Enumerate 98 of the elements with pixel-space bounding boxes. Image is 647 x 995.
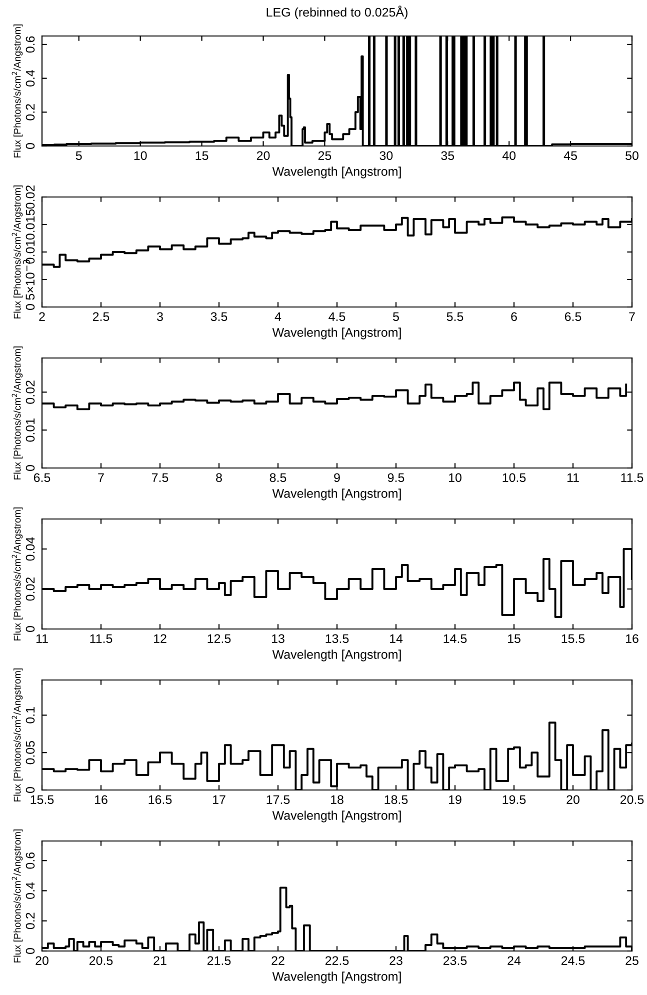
- x-tick-label: 20: [36, 956, 48, 966]
- x-tick-label: 11.5: [90, 634, 112, 644]
- x-tick-label: 3.5: [210, 312, 228, 322]
- x-tick-label: 9.5: [388, 473, 404, 482]
- x-tick-label: 5: [393, 312, 399, 322]
- y-axis-title: Flux [Photons/s/cm$^{2}$/Angstrom]: [12, 186, 23, 318]
- y-tick-label: 0.02: [26, 577, 35, 601]
- x-tick-label: 7: [629, 312, 635, 321]
- x-tick-label: 15.5: [562, 634, 585, 644]
- x-tick-label: 19: [449, 795, 462, 804]
- x-tick-label: 13.5: [326, 634, 349, 644]
- x-tick-label: 4: [274, 312, 282, 321]
- y-axis-title: Flux [Photons/s/cm$^{2}$/Angstrom]: [12, 508, 23, 640]
- x-tick-label: 30: [380, 151, 393, 160]
- x-tick-label: 22: [272, 956, 284, 965]
- x-tick-label: 6.5: [564, 312, 582, 322]
- x-tick-label: 16: [95, 795, 108, 804]
- y-tick-label: 0: [26, 465, 35, 471]
- x-tick-label: 25: [626, 956, 638, 966]
- x-tick-label: 11: [36, 634, 48, 643]
- x-tick-label: 10: [134, 151, 147, 160]
- y-tick-label: 0.4: [26, 882, 35, 899]
- x-tick-label: 8.5: [270, 473, 286, 482]
- chart-title: LEG (rebinned to 0.025Å): [266, 6, 408, 20]
- y-axis-title: Flux [Photons/s/cm$^{2}$/Angstrom]: [12, 346, 23, 480]
- y-tick-label: 0: [26, 143, 35, 149]
- x-tick-label: 24.5: [561, 956, 585, 966]
- x-tick-label: 15.5: [30, 795, 54, 804]
- x-tick-label: 6.5: [34, 473, 50, 482]
- y-axis-title: Flux [Photons/s/cm$^{2}$/Angstrom]: [12, 24, 23, 158]
- y-tick-label: 0.05: [26, 740, 35, 764]
- y-tick-label: 0.04: [26, 537, 35, 561]
- y-tick-label: 0.6: [26, 36, 35, 53]
- x-tick-label: 14: [390, 634, 403, 643]
- x-tick-label: 9: [334, 473, 340, 482]
- x-tick-label: 17.5: [266, 795, 290, 804]
- x-tick-label: 35: [441, 151, 454, 160]
- x-tick-label: 20.5: [89, 956, 113, 966]
- y-tick-label: 0.015: [26, 209, 35, 240]
- x-tick-label: 7: [98, 473, 104, 482]
- x-tick-label: 8: [216, 473, 222, 482]
- x-tick-label: 17: [213, 795, 226, 804]
- x-axis-title: Wavelength [Angstrom]: [272, 328, 401, 340]
- x-tick-label: 21: [154, 956, 166, 965]
- x-tick-label: 21.5: [207, 956, 231, 966]
- x-axis-title: Wavelength [Angstrom]: [272, 166, 401, 178]
- x-tick-label: 3: [157, 312, 163, 322]
- x-tick-label: 4.5: [328, 312, 346, 322]
- y-tick-label: 0: [26, 948, 35, 954]
- y-axis-title: Flux [Photons/s/cm$^{2}$/Angstrom]: [12, 830, 23, 962]
- x-tick-label: 23.5: [443, 956, 467, 966]
- x-tick-label: 6: [511, 312, 517, 322]
- x-tick-label: 24: [508, 956, 521, 965]
- x-tick-label: 5: [76, 151, 82, 160]
- x-tick-label: 11.5: [621, 473, 644, 482]
- y-tick-label: 0.2: [26, 104, 35, 120]
- x-tick-label: 50: [626, 151, 638, 160]
- x-tick-label: 15: [508, 634, 520, 644]
- y-tick-label: 0.02: [26, 185, 35, 209]
- y-tick-label: 0.2: [26, 912, 35, 930]
- x-tick-label: 12.5: [208, 634, 231, 644]
- x-tick-label: 15: [196, 151, 208, 160]
- x-tick-label: 19.5: [502, 795, 526, 804]
- x-tick-label: 2.5: [92, 312, 110, 322]
- x-tick-label: 2: [39, 312, 45, 321]
- x-tick-label: 20: [566, 795, 580, 804]
- x-axis-title: Wavelength [Angstrom]: [272, 650, 401, 662]
- x-tick-label: 20.5: [620, 795, 644, 804]
- y-tick-label: 0: [26, 304, 35, 310]
- x-tick-label: 22.5: [325, 956, 349, 966]
- y-tick-label: 0: [26, 626, 35, 632]
- x-tick-label: 16.5: [148, 795, 172, 804]
- y-tick-label: 0.6: [26, 852, 35, 869]
- y-axis-title: Flux [Photons/s/cm$^{2}$/Angstrom]: [12, 668, 23, 802]
- x-tick-label: 25: [318, 151, 332, 160]
- x-tick-label: 13: [272, 634, 284, 644]
- y-tick-label: 0.02: [26, 380, 35, 404]
- x-tick-label: 7.5: [152, 473, 168, 482]
- y-tick-label: 0.4: [26, 70, 35, 87]
- x-tick-label: 23: [390, 956, 402, 966]
- y-tick-label: 0.1: [26, 707, 35, 724]
- x-tick-label: 5.5: [446, 312, 464, 322]
- x-axis-title: Wavelength [Angstrom]: [272, 972, 401, 984]
- x-tick-label: 16: [626, 634, 638, 644]
- x-tick-label: 14.5: [444, 634, 467, 644]
- x-tick-label: 18.5: [384, 795, 408, 804]
- x-tick-label: 40: [502, 151, 516, 160]
- y-tick-label: 0.01: [26, 418, 35, 442]
- x-tick-label: 18: [331, 795, 344, 804]
- x-tick-label: 20: [256, 151, 270, 160]
- y-tick-label: 0: [26, 787, 35, 793]
- x-tick-label: 10.5: [502, 473, 526, 482]
- x-axis-title: Wavelength [Angstrom]: [272, 488, 401, 500]
- x-tick-label: 10: [449, 473, 462, 482]
- x-axis-title: Wavelength [Angstrom]: [272, 810, 401, 822]
- x-tick-label: 12: [154, 634, 166, 643]
- x-tick-label: 11: [567, 473, 579, 482]
- x-tick-label: 45: [564, 151, 577, 160]
